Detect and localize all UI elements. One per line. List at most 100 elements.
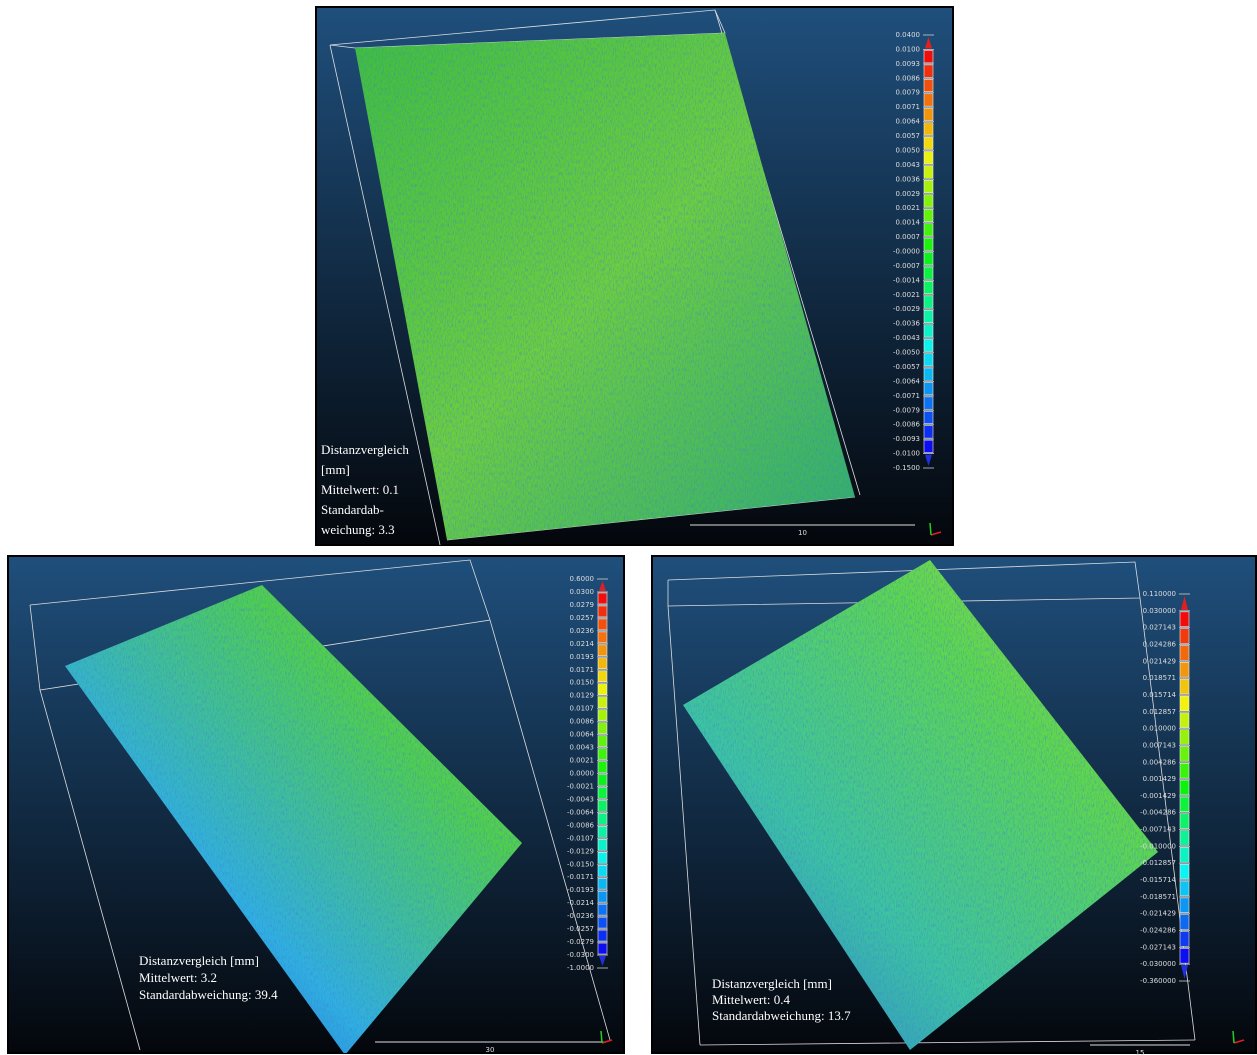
colorbar-label: -0.0000	[893, 248, 920, 256]
annotation: Standardabweichung: 39.4	[139, 987, 278, 1002]
colorbar-label: -0.0093	[893, 435, 920, 443]
colorbar-swatch	[924, 79, 933, 91]
colorbar-swatch	[1180, 730, 1189, 745]
colorbar-swatch	[598, 658, 607, 669]
colorbar-swatch	[924, 180, 933, 192]
colorbar-label: -0.0100	[893, 450, 920, 458]
colorbar-label: 0.024286	[1143, 640, 1177, 648]
colorbar-label: 0.0071	[896, 103, 921, 111]
colorbar-swatch	[1180, 898, 1189, 913]
colorbar-label: 0.0029	[896, 190, 921, 198]
colorbar-swatch	[598, 736, 607, 747]
annotation: Standardabweichung: 13.7	[712, 1008, 851, 1023]
colorbar-label: -0.012857	[1140, 859, 1176, 867]
annotation: Distanzvergleich [mm]	[139, 953, 259, 968]
colorbar-label: -0.0021	[893, 291, 920, 299]
colorbar-label: -1.0000	[567, 964, 594, 972]
scale-label: 10	[798, 529, 807, 537]
colorbar-swatch	[1180, 797, 1189, 812]
colorbar-label: 0.0100	[896, 45, 921, 53]
colorbar-swatch	[1180, 629, 1189, 644]
colorbar-label: 0.0036	[896, 175, 921, 183]
colorbar-label: 0.015714	[1143, 691, 1177, 699]
colorbar-label: -0.360000	[1140, 977, 1176, 985]
colorbar-swatch	[598, 917, 607, 928]
colorbar-swatch	[1180, 763, 1189, 778]
colorbar-swatch	[598, 813, 607, 824]
colorbar-swatch	[924, 411, 933, 423]
colorbar-label: -0.0193	[567, 886, 594, 894]
colorbar-swatch	[598, 787, 607, 798]
colorbar-label: -0.007143	[1140, 826, 1176, 834]
colorbar-swatch	[924, 325, 933, 337]
colorbar-label: -0.015714	[1140, 876, 1176, 884]
colorbar-label: -0.0043	[893, 334, 920, 342]
colorbar-label: 0.0079	[896, 89, 921, 97]
colorbar-label: 0.0043	[896, 161, 921, 169]
colorbar-label: -0.0086	[893, 421, 921, 429]
colorbar-label: -0.0257	[567, 925, 594, 933]
annotation: Distanzvergleich	[321, 442, 409, 457]
colorbar-label: 0.004286	[1143, 758, 1177, 766]
colorbar-swatch	[924, 209, 933, 221]
colorbar-swatch	[1180, 932, 1189, 947]
colorbar-label: 0.0021	[570, 757, 595, 765]
colorbar-swatch	[598, 800, 607, 811]
colorbar-label: 0.0000	[570, 770, 595, 778]
colorbar-swatch	[1180, 645, 1189, 660]
colorbar-label: -0.0057	[893, 363, 920, 371]
annotation: Mittelwert: 0.4	[712, 992, 790, 1007]
annotation: Mittelwert: 0.1	[321, 482, 399, 497]
colorbar-label: -0.018571	[1140, 893, 1176, 901]
colorbar-label: 0.0279	[570, 601, 595, 609]
colorbar-label: -0.024286	[1140, 927, 1176, 935]
colorbar-swatch	[1180, 713, 1189, 728]
colorbar-swatch	[1180, 864, 1189, 879]
colorbar-label: 0.012857	[1143, 708, 1176, 716]
colorbar-swatch	[1180, 948, 1189, 963]
colorbar-swatch	[1180, 780, 1189, 795]
colorbar-swatch	[598, 645, 607, 656]
colorbar-swatch	[924, 339, 933, 351]
colorbar-swatch	[598, 632, 607, 643]
colorbar-swatch	[924, 123, 933, 135]
colorbar-swatch	[924, 166, 933, 178]
colorbar-swatch	[924, 440, 933, 452]
colorbar-swatch	[1180, 696, 1189, 711]
colorbar-swatch	[598, 852, 607, 863]
colorbar-label: 0.030000	[1143, 607, 1176, 615]
colorbar-swatch	[924, 65, 933, 77]
colorbar-label: 0.018571	[1143, 674, 1176, 682]
annotation: weichung: 3.3	[321, 522, 395, 537]
colorbar-label: -0.0236	[567, 912, 595, 920]
colorbar-label: -0.0214	[567, 899, 595, 907]
colorbar-label: 0.0107	[570, 705, 595, 713]
scale-label: 30	[486, 1046, 495, 1054]
colorbar-label: 0.0236	[570, 627, 595, 635]
colorbar-label: -0.1500	[893, 464, 920, 472]
colorbar-swatch	[598, 710, 607, 721]
colorbar-swatch	[598, 749, 607, 760]
colorbar-label: -0.0071	[893, 392, 920, 400]
colorbar-label: 0.021429	[1143, 657, 1176, 665]
colorbar-swatch	[924, 94, 933, 106]
annotation: Mittelwert: 3.2	[139, 970, 217, 985]
colorbar-swatch	[598, 606, 607, 617]
colorbar-swatch	[598, 684, 607, 695]
colorbar-label: -0.004286	[1140, 809, 1176, 817]
colorbar-swatch	[924, 151, 933, 163]
colorbar-swatch	[598, 826, 607, 837]
colorbar-swatch	[598, 878, 607, 889]
colorbar-label: -0.0150	[567, 860, 594, 868]
colorbar-label: -0.0171	[567, 873, 594, 881]
figure: 0.04000.01000.00930.00860.00790.00710.00…	[0, 0, 1257, 1055]
colorbar-label: -0.010000	[1140, 842, 1176, 850]
colorbar-label: 0.0057	[896, 132, 921, 140]
colorbar-swatch	[598, 891, 607, 902]
colorbar-label: 0.0086	[570, 718, 595, 726]
colorbar-label: 0.0064	[570, 731, 595, 739]
colorbar-swatch	[1180, 679, 1189, 694]
colorbar-swatch	[924, 253, 933, 265]
colorbar-label: 0.6000	[570, 575, 595, 583]
colorbar-label: -0.0079	[893, 406, 920, 414]
